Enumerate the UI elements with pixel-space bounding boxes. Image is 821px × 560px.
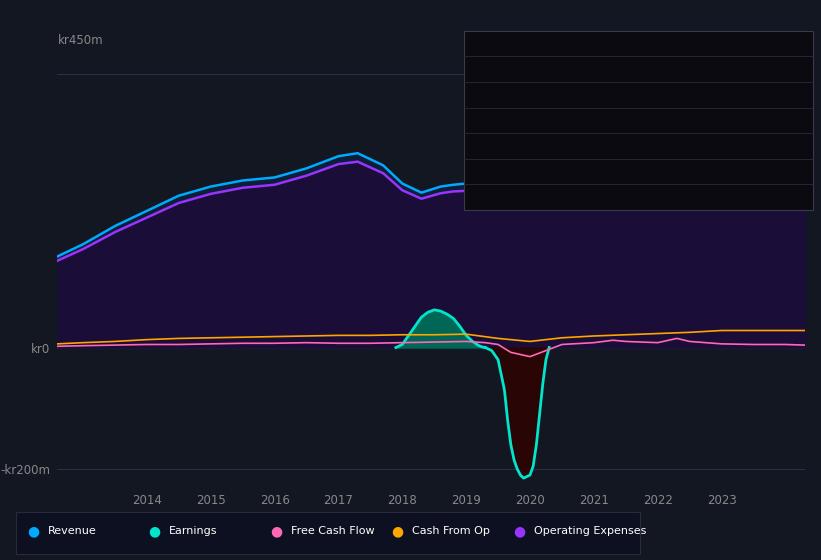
Text: ●: ● (392, 524, 403, 538)
Text: /yr: /yr (662, 90, 680, 100)
Text: 3.2%: 3.2% (616, 115, 646, 125)
Text: kr450m: kr450m (57, 34, 103, 48)
Text: kr28.364m: kr28.364m (616, 167, 683, 176)
Text: kr440.302m: kr440.302m (616, 64, 690, 74)
Text: /yr: /yr (657, 141, 675, 151)
Text: Free Cash Flow: Free Cash Flow (291, 526, 374, 536)
Text: ●: ● (513, 524, 525, 538)
Text: /yr: /yr (667, 64, 686, 74)
Text: kr5.810m: kr5.810m (616, 141, 675, 151)
Text: ●: ● (27, 524, 39, 538)
Text: kr404.169m: kr404.169m (616, 192, 691, 202)
Text: kr13.988m: kr13.988m (616, 90, 683, 100)
Text: Revenue: Revenue (474, 64, 522, 74)
Text: /yr: /yr (667, 192, 686, 202)
Text: Cash From Op: Cash From Op (412, 526, 490, 536)
Text: Free Cash Flow: Free Cash Flow (474, 141, 557, 151)
Text: Revenue: Revenue (48, 526, 96, 536)
Text: Cash From Op: Cash From Op (474, 167, 552, 176)
Text: ●: ● (270, 524, 282, 538)
Text: Operating Expenses: Operating Expenses (474, 192, 586, 202)
Text: Dec 31 2023: Dec 31 2023 (474, 37, 556, 50)
Text: Earnings: Earnings (169, 526, 218, 536)
Text: profit margin: profit margin (647, 115, 723, 125)
Text: ●: ● (149, 524, 160, 538)
Text: /yr: /yr (662, 167, 680, 176)
Text: Earnings: Earnings (474, 90, 522, 100)
Text: Operating Expenses: Operating Expenses (534, 526, 646, 536)
